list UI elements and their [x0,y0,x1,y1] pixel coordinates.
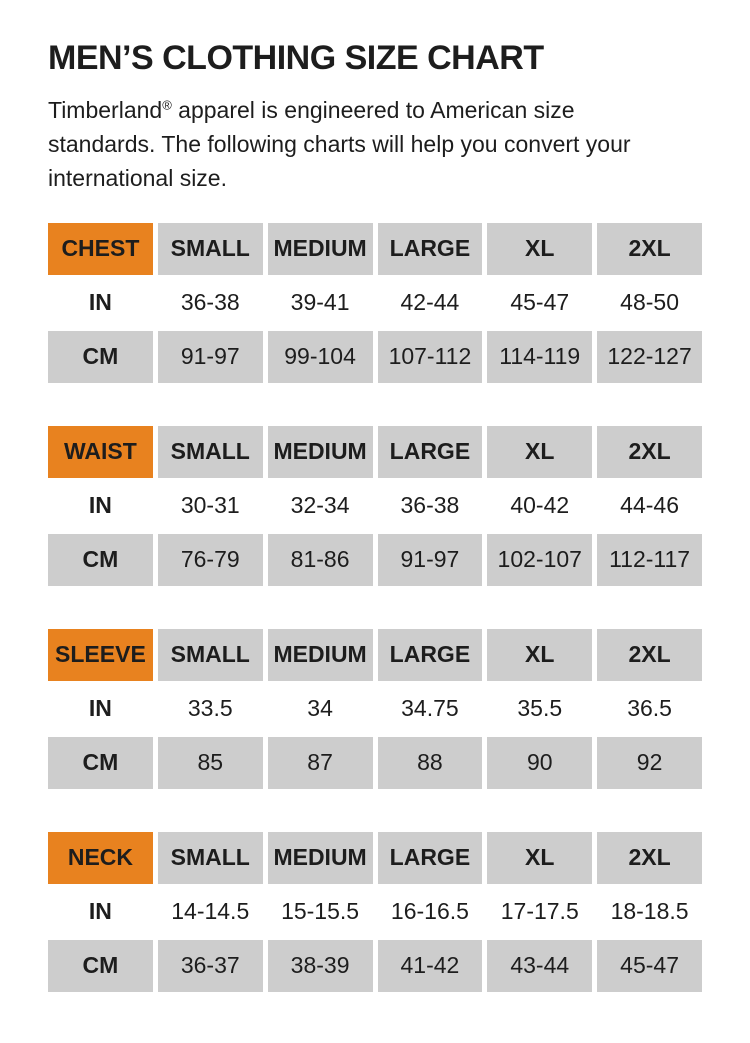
size-header-cell: SMALL [157,628,263,681]
size-header-cell: SMALL [157,425,263,478]
unit-cell: CM [48,533,153,586]
size-value-cell: 45-47 [597,939,702,992]
size-value-cell: 36-38 [180,289,240,316]
unit-cell: IN [88,289,112,316]
size-header-cell: 2XL [597,425,702,478]
size-value-cell: 114-119 [487,330,593,383]
size-table-neck: NECK SMALL MEDIUM LARGE XL 2XL IN 14-14.… [48,831,702,992]
size-value-cell: 40-42 [510,492,570,519]
size-value-cell: 35.5 [517,695,563,722]
intro-text: Timberland® apparel is engineered to Ame… [48,93,666,195]
size-header-cell: SMALL [157,222,263,275]
size-value-cell: 36-38 [400,492,460,519]
size-value-cell: 34 [307,695,333,722]
size-value-cell: 34.75 [401,695,459,722]
size-header-cell: LARGE [377,628,483,681]
size-value-cell: 45-47 [510,289,570,316]
size-header-cell: LARGE [377,222,483,275]
size-value-cell: 90 [487,736,593,789]
table-label-cell: SLEEVE [48,628,153,681]
size-value-cell: 36-37 [157,939,263,992]
table-label-cell: NECK [48,831,153,884]
table-label-cell: CHEST [48,222,153,275]
size-header-cell: 2XL [597,628,702,681]
size-value-cell: 112-117 [597,533,702,586]
size-value-cell: 91-97 [377,533,483,586]
size-table-waist: WAIST SMALL MEDIUM LARGE XL 2XL IN 30-31… [48,425,702,586]
size-header-cell: SMALL [157,831,263,884]
size-value-cell: 36.5 [627,695,672,722]
table-label-cell: WAIST [48,425,153,478]
size-value-cell: 81-86 [267,533,373,586]
size-value-cell: 32-34 [290,492,350,519]
size-value-cell: 15-15.5 [281,898,360,925]
size-table-chest: CHEST SMALL MEDIUM LARGE XL 2XL IN 36-38… [48,222,702,383]
unit-cell: IN [88,898,112,925]
size-header-cell: LARGE [377,425,483,478]
size-value-cell: 48-50 [620,289,679,316]
size-value-cell: 43-44 [487,939,593,992]
size-header-cell: 2XL [597,831,702,884]
size-value-cell: 39-41 [290,289,350,316]
size-value-cell: 85 [157,736,263,789]
size-value-cell: 17-17.5 [500,898,579,925]
size-value-cell: 42-44 [400,289,460,316]
size-value-cell: 122-127 [597,330,702,383]
size-header-cell: 2XL [597,222,702,275]
page-title: MEN’S CLOTHING SIZE CHART [48,39,544,77]
size-value-cell: 18-18.5 [610,898,689,925]
unit-cell: IN [88,492,112,519]
size-header-cell: MEDIUM [267,222,373,275]
size-header-cell: XL [487,425,593,478]
size-value-cell: 76-79 [157,533,263,586]
size-value-cell: 88 [377,736,483,789]
size-header-cell: LARGE [377,831,483,884]
size-value-cell: 99-104 [267,330,373,383]
size-header-cell: MEDIUM [267,425,373,478]
size-value-cell: 41-42 [377,939,483,992]
size-value-cell: 102-107 [487,533,593,586]
registered-mark: ® [162,97,172,113]
size-value-cell: 44-46 [620,492,679,519]
unit-cell: IN [88,695,112,722]
size-value-cell: 33.5 [187,695,233,722]
brand-name: Timberland [48,96,163,123]
size-header-cell: XL [487,628,593,681]
size-value-cell: 92 [597,736,702,789]
size-table-sleeve: SLEEVE SMALL MEDIUM LARGE XL 2XL IN 33.5… [48,628,702,789]
unit-cell: CM [48,330,153,383]
size-header-cell: MEDIUM [267,628,373,681]
size-value-cell: 30-31 [180,492,240,519]
unit-cell: CM [48,736,153,789]
intro-rest: apparel is engineered to American size s… [48,96,631,191]
size-value-cell: 38-39 [267,939,373,992]
size-value-cell: 91-97 [157,330,263,383]
size-header-cell: XL [487,831,593,884]
size-header-cell: MEDIUM [267,831,373,884]
size-header-cell: XL [487,222,593,275]
size-value-cell: 107-112 [377,330,483,383]
size-value-cell: 87 [267,736,373,789]
size-value-cell: 14-14.5 [171,898,250,925]
size-value-cell: 16-16.5 [390,898,469,925]
unit-cell: CM [48,939,153,992]
